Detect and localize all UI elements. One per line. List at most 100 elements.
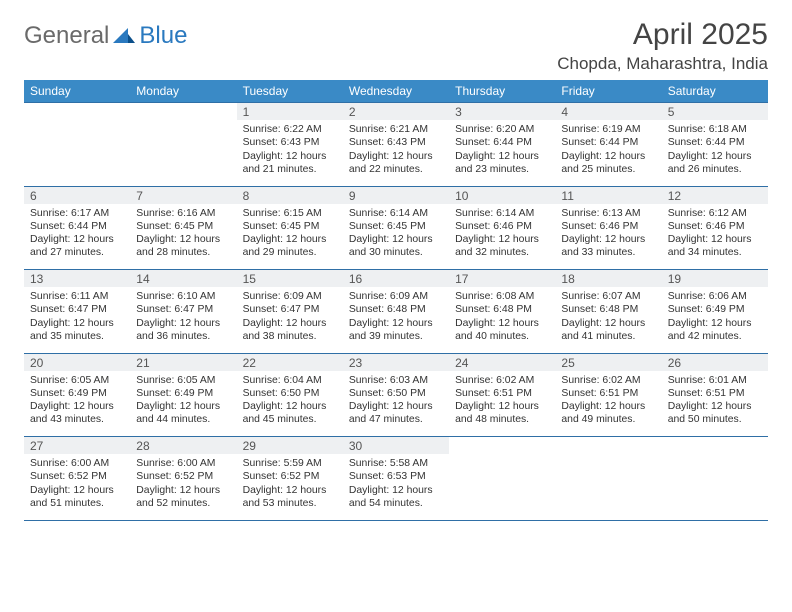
day-content-cell: Sunrise: 6:04 AMSunset: 6:50 PMDaylight:…: [237, 371, 343, 437]
day-number-cell: [130, 103, 236, 121]
daylight-text: Daylight: 12 hours and 51 minutes.: [30, 484, 124, 511]
sunset-text: Sunset: 6:48 PM: [561, 303, 655, 316]
day-number-cell: 24: [449, 353, 555, 371]
sunrise-text: Sunrise: 6:02 AM: [455, 374, 549, 387]
day-content-cell: Sunrise: 6:05 AMSunset: 6:49 PMDaylight:…: [24, 371, 130, 437]
day-number-row: 12345: [24, 103, 768, 121]
day-content-cell: [130, 120, 236, 186]
logo-triangle-icon: [113, 22, 135, 50]
sunset-text: Sunset: 6:52 PM: [243, 470, 337, 483]
day-number-row: 6789101112: [24, 186, 768, 204]
daylight-text: Daylight: 12 hours and 29 minutes.: [243, 233, 337, 260]
daylight-text: Daylight: 12 hours and 32 minutes.: [455, 233, 549, 260]
sunset-text: Sunset: 6:53 PM: [349, 470, 443, 483]
daylight-text: Daylight: 12 hours and 41 minutes.: [561, 317, 655, 344]
day-number-cell: 23: [343, 353, 449, 371]
day-content-cell: Sunrise: 6:14 AMSunset: 6:45 PMDaylight:…: [343, 204, 449, 270]
daylight-text: Daylight: 12 hours and 21 minutes.: [243, 150, 337, 177]
day-content-cell: Sunrise: 6:14 AMSunset: 6:46 PMDaylight:…: [449, 204, 555, 270]
day-number-cell: 16: [343, 270, 449, 288]
day-number-cell: 25: [555, 353, 661, 371]
day-number-cell: 19: [662, 270, 768, 288]
sunset-text: Sunset: 6:46 PM: [561, 220, 655, 233]
day-number-cell: 20: [24, 353, 130, 371]
day-number-cell: 27: [24, 437, 130, 455]
day-number-row: 27282930: [24, 437, 768, 455]
day-number-cell: 29: [237, 437, 343, 455]
sunset-text: Sunset: 6:48 PM: [455, 303, 549, 316]
day-content-cell: Sunrise: 6:12 AMSunset: 6:46 PMDaylight:…: [662, 204, 768, 270]
daylight-text: Daylight: 12 hours and 45 minutes.: [243, 400, 337, 427]
sunset-text: Sunset: 6:52 PM: [136, 470, 230, 483]
day-number-cell: 30: [343, 437, 449, 455]
day-content-cell: Sunrise: 6:00 AMSunset: 6:52 PMDaylight:…: [24, 454, 130, 520]
sunrise-text: Sunrise: 6:04 AM: [243, 374, 337, 387]
sunrise-text: Sunrise: 6:12 AM: [668, 207, 762, 220]
daylight-text: Daylight: 12 hours and 28 minutes.: [136, 233, 230, 260]
sunrise-text: Sunrise: 6:11 AM: [30, 290, 124, 303]
day-number-cell: 8: [237, 186, 343, 204]
daylight-text: Daylight: 12 hours and 52 minutes.: [136, 484, 230, 511]
day-number-cell: [555, 437, 661, 455]
weekday-header: Monday: [130, 80, 236, 103]
day-content-cell: Sunrise: 6:19 AMSunset: 6:44 PMDaylight:…: [555, 120, 661, 186]
daylight-text: Daylight: 12 hours and 40 minutes.: [455, 317, 549, 344]
day-content-cell: Sunrise: 6:02 AMSunset: 6:51 PMDaylight:…: [449, 371, 555, 437]
sunset-text: Sunset: 6:45 PM: [349, 220, 443, 233]
day-content-row: Sunrise: 6:22 AMSunset: 6:43 PMDaylight:…: [24, 120, 768, 186]
day-content-cell: Sunrise: 6:11 AMSunset: 6:47 PMDaylight:…: [24, 287, 130, 353]
daylight-text: Daylight: 12 hours and 47 minutes.: [349, 400, 443, 427]
weekday-header: Friday: [555, 80, 661, 103]
day-number-cell: 3: [449, 103, 555, 121]
day-number-cell: 26: [662, 353, 768, 371]
bottom-rule: [24, 520, 768, 521]
sunrise-text: Sunrise: 6:10 AM: [136, 290, 230, 303]
sunrise-text: Sunrise: 6:20 AM: [455, 123, 549, 136]
day-content-cell: Sunrise: 6:08 AMSunset: 6:48 PMDaylight:…: [449, 287, 555, 353]
day-content-cell: Sunrise: 6:22 AMSunset: 6:43 PMDaylight:…: [237, 120, 343, 186]
sunset-text: Sunset: 6:50 PM: [349, 387, 443, 400]
daylight-text: Daylight: 12 hours and 49 minutes.: [561, 400, 655, 427]
sunset-text: Sunset: 6:43 PM: [349, 136, 443, 149]
day-number-cell: 9: [343, 186, 449, 204]
sunrise-text: Sunrise: 6:05 AM: [30, 374, 124, 387]
day-number-cell: 7: [130, 186, 236, 204]
day-content-cell: Sunrise: 6:07 AMSunset: 6:48 PMDaylight:…: [555, 287, 661, 353]
weekday-header: Saturday: [662, 80, 768, 103]
title-block: April 2025 Chopda, Maharashtra, India: [557, 18, 768, 74]
sunset-text: Sunset: 6:44 PM: [561, 136, 655, 149]
daylight-text: Daylight: 12 hours and 25 minutes.: [561, 150, 655, 177]
day-number-cell: 28: [130, 437, 236, 455]
sunset-text: Sunset: 6:52 PM: [30, 470, 124, 483]
daylight-text: Daylight: 12 hours and 27 minutes.: [30, 233, 124, 260]
calendar-page: General Blue April 2025 Chopda, Maharash…: [0, 0, 792, 533]
day-content-cell: Sunrise: 6:06 AMSunset: 6:49 PMDaylight:…: [662, 287, 768, 353]
day-number-cell: 6: [24, 186, 130, 204]
day-number-cell: 15: [237, 270, 343, 288]
day-number-cell: 10: [449, 186, 555, 204]
day-content-cell: Sunrise: 6:10 AMSunset: 6:47 PMDaylight:…: [130, 287, 236, 353]
daylight-text: Daylight: 12 hours and 42 minutes.: [668, 317, 762, 344]
sunset-text: Sunset: 6:48 PM: [349, 303, 443, 316]
sunset-text: Sunset: 6:45 PM: [136, 220, 230, 233]
sunrise-text: Sunrise: 6:19 AM: [561, 123, 655, 136]
sunset-text: Sunset: 6:45 PM: [243, 220, 337, 233]
logo-text-blue: Blue: [139, 22, 187, 50]
day-content-cell: [662, 454, 768, 520]
sunset-text: Sunset: 6:50 PM: [243, 387, 337, 400]
sunrise-text: Sunrise: 6:15 AM: [243, 207, 337, 220]
daylight-text: Daylight: 12 hours and 26 minutes.: [668, 150, 762, 177]
sunrise-text: Sunrise: 5:59 AM: [243, 457, 337, 470]
day-content-cell: Sunrise: 6:13 AMSunset: 6:46 PMDaylight:…: [555, 204, 661, 270]
daylight-text: Daylight: 12 hours and 30 minutes.: [349, 233, 443, 260]
sunset-text: Sunset: 6:49 PM: [136, 387, 230, 400]
daylight-text: Daylight: 12 hours and 44 minutes.: [136, 400, 230, 427]
sunrise-text: Sunrise: 6:09 AM: [349, 290, 443, 303]
sunrise-text: Sunrise: 6:02 AM: [561, 374, 655, 387]
day-number-cell: 5: [662, 103, 768, 121]
daylight-text: Daylight: 12 hours and 38 minutes.: [243, 317, 337, 344]
day-content-cell: Sunrise: 5:59 AMSunset: 6:52 PMDaylight:…: [237, 454, 343, 520]
day-content-row: Sunrise: 6:11 AMSunset: 6:47 PMDaylight:…: [24, 287, 768, 353]
daylight-text: Daylight: 12 hours and 39 minutes.: [349, 317, 443, 344]
day-number-cell: [24, 103, 130, 121]
